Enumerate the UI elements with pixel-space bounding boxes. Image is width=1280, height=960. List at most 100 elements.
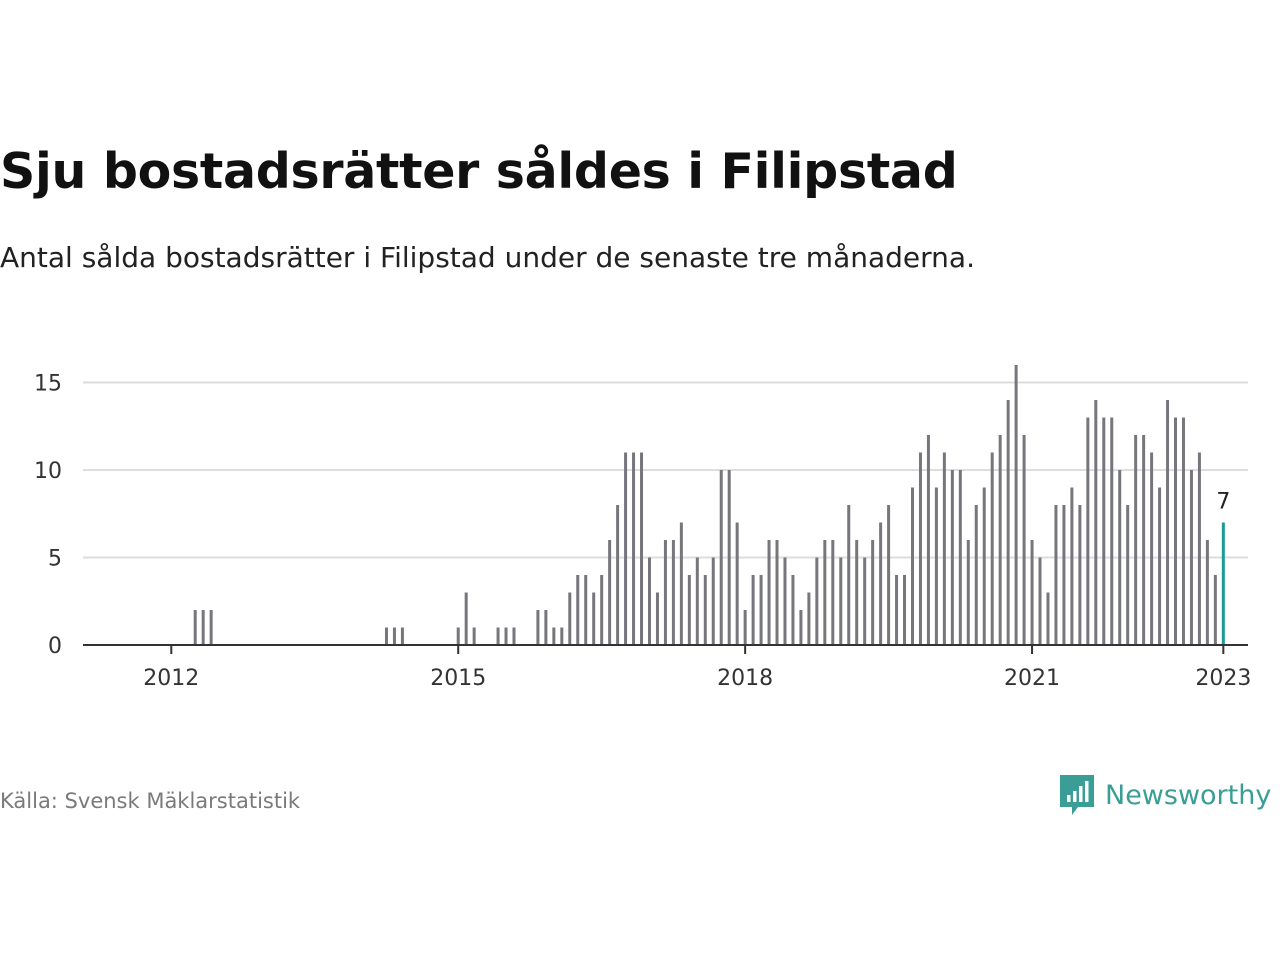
bar — [1078, 505, 1082, 645]
bar — [1142, 435, 1146, 645]
bar — [384, 627, 388, 645]
bar — [472, 627, 476, 645]
bar — [1189, 470, 1193, 645]
bar — [727, 470, 731, 645]
bar — [1150, 452, 1154, 645]
bar — [974, 505, 978, 645]
bar — [193, 610, 197, 645]
bar — [1158, 487, 1162, 645]
bar — [568, 592, 572, 645]
bar — [934, 487, 938, 645]
bar — [918, 452, 922, 645]
chart-title: Sju bostadsrätter såldes i Filipstad — [0, 143, 958, 200]
bar — [616, 505, 620, 645]
bar — [1006, 400, 1010, 645]
bar — [958, 470, 962, 645]
bar — [775, 540, 779, 645]
bar — [592, 592, 596, 645]
bar — [671, 540, 675, 645]
y-tick-label: 5 — [48, 547, 62, 572]
bar — [735, 522, 739, 645]
bar — [903, 575, 907, 645]
bar — [209, 610, 213, 645]
bar — [767, 540, 771, 645]
bar — [871, 540, 875, 645]
bar — [544, 610, 548, 645]
bar — [815, 557, 819, 645]
bar — [926, 435, 930, 645]
bar — [1110, 417, 1114, 645]
bar — [201, 610, 205, 645]
bar — [695, 557, 699, 645]
bar — [1038, 557, 1042, 645]
bar — [576, 575, 580, 645]
bar — [1181, 417, 1185, 645]
bar — [759, 575, 763, 645]
bar — [911, 487, 914, 645]
bar — [560, 627, 564, 645]
bar — [392, 627, 396, 645]
bar — [663, 540, 667, 645]
bar — [839, 557, 843, 645]
bar — [1046, 592, 1050, 645]
x-tick-label: 2021 — [1004, 666, 1060, 691]
x-tick-label: 2023 — [1195, 666, 1251, 691]
bar — [624, 452, 628, 645]
bar — [1126, 505, 1130, 645]
bar — [807, 592, 811, 645]
bar — [950, 470, 954, 645]
bar — [982, 487, 986, 645]
x-tick-label: 2015 — [430, 666, 486, 691]
bar — [823, 540, 827, 645]
brand-logo: Newsworthy — [1058, 773, 1271, 817]
y-tick-label: 10 — [34, 459, 62, 484]
bar — [1022, 435, 1026, 645]
bar — [655, 592, 659, 645]
bar — [1166, 400, 1170, 645]
bar — [647, 557, 651, 645]
bar — [719, 470, 723, 645]
bar — [783, 557, 787, 645]
bar — [464, 592, 468, 645]
bar — [1197, 452, 1201, 645]
bar — [879, 522, 883, 645]
bar — [1134, 435, 1138, 645]
bar — [1174, 417, 1178, 645]
bar — [687, 575, 691, 645]
bar — [990, 452, 994, 645]
bar — [536, 610, 540, 645]
x-tick-label: 2012 — [143, 666, 199, 691]
brand-name: Newsworthy — [1105, 779, 1272, 811]
bar — [632, 452, 636, 645]
bar — [1030, 540, 1034, 645]
bar — [831, 540, 835, 645]
bar — [600, 575, 604, 645]
bar — [791, 575, 795, 645]
bar — [512, 627, 516, 645]
bar — [608, 540, 612, 645]
bar — [1213, 575, 1217, 645]
chart-subtitle: Antal sålda bostadsrätter i Filipstad un… — [0, 241, 975, 274]
bar — [496, 627, 500, 645]
y-tick-label: 15 — [34, 372, 62, 397]
highlight-bar — [1221, 522, 1225, 645]
bar — [679, 522, 683, 645]
bar — [1205, 540, 1209, 645]
bar — [895, 575, 899, 645]
bar — [504, 627, 508, 645]
bar — [799, 610, 803, 645]
bar — [1118, 470, 1122, 645]
bar — [400, 627, 404, 645]
bar — [743, 610, 747, 645]
bar — [966, 540, 970, 645]
bar — [1062, 505, 1066, 645]
bar — [751, 575, 755, 645]
bar — [1070, 487, 1074, 645]
bar — [640, 452, 644, 645]
bar — [1086, 417, 1090, 645]
bar — [584, 575, 588, 645]
bar — [703, 575, 707, 645]
y-tick-label: 0 — [48, 634, 62, 659]
highlight-value-label: 7 — [1216, 490, 1230, 515]
bar — [887, 505, 891, 645]
